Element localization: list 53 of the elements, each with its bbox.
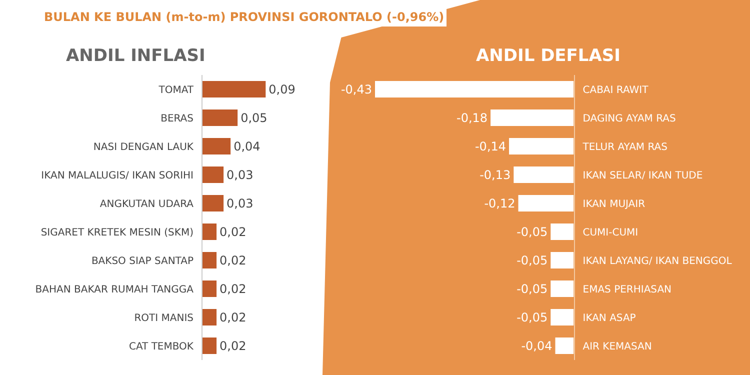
y-tick-label: NASI DENGAN LAUK [93,142,194,153]
data-label: 0,09 [268,82,296,96]
chart-title: ANDIL INFLASI [66,46,206,66]
y-tick-label: IKAN LAYANG/ IKAN BENGGOL [582,256,732,267]
y-tick-label: CABAI RAWIT [582,84,650,96]
data-label: 0,02 [220,310,246,324]
bar [202,109,238,126]
y-tick-label: DAGING AYAM RAS [582,113,676,124]
bar [202,280,217,298]
y-tick-label: AIR KEMASAN [582,341,652,352]
data-label: 0,02 [220,282,246,296]
bar [202,80,266,98]
data-label: -0,05 [516,310,548,324]
y-tick-label: CUMI-CUMI [582,227,638,238]
data-label: 0,03 [226,168,254,182]
data-label: -0,14 [474,139,506,154]
y-tick-label: BAHAN BAKAR RUMAH TANGGA [35,284,194,296]
bar [202,252,217,269]
data-label: 0,04 [234,139,260,154]
bar [202,166,224,184]
text: BULAN KE BULAN (m-to-m) PROVINSI GORONTALO (-0,96%) [44,10,444,24]
y-tick-label: ROTI MANIS [134,312,194,324]
y-tick-label: TOMAT [158,84,194,96]
bar [202,308,217,326]
data-label: -0,04 [521,338,552,353]
y-tick-label: SIGARET KRETEK MESIN (SKM) [40,227,194,238]
data-label: 0,02 [220,224,246,239]
chart-title: ANDIL DEFLASI [476,46,620,66]
data-label: -0,18 [456,110,488,125]
bar [202,194,224,212]
y-tick-label: IKAN ASAP [582,312,636,324]
data-label: -0,12 [484,196,516,210]
data-label: -0,13 [480,168,511,182]
y-tick-label: TELUR AYAM RAS [582,142,668,153]
y-tick-label: IKAN MALALUGIS/ IKAN SORIHI [41,170,194,182]
bar [202,337,217,354]
y-tick-label: EMAS PERHIASAN [582,284,672,296]
data-label: -0,05 [516,224,548,239]
y-tick-label: ANGKUTAN UDARA [100,198,194,210]
data-label: -0,43 [340,82,372,96]
data-label: 0,02 [220,253,246,268]
y-tick-label: IKAN SELAR/ IKAN TUDE [582,170,703,182]
data-label: 0,05 [240,110,268,125]
data-label: -0,05 [516,282,548,296]
y-tick-label: BERAS [160,113,194,124]
data-label: 0,03 [226,196,254,210]
data-label: 0,02 [220,338,246,353]
y-tick-label: BAKSO SIAP SANTAP [91,256,194,267]
bar [202,138,231,155]
y-tick-label: CAT TEMBOK [128,341,194,352]
data-label: -0,05 [516,253,548,268]
bar [202,223,217,240]
y-tick-label: IKAN MUJAIR [582,198,646,210]
